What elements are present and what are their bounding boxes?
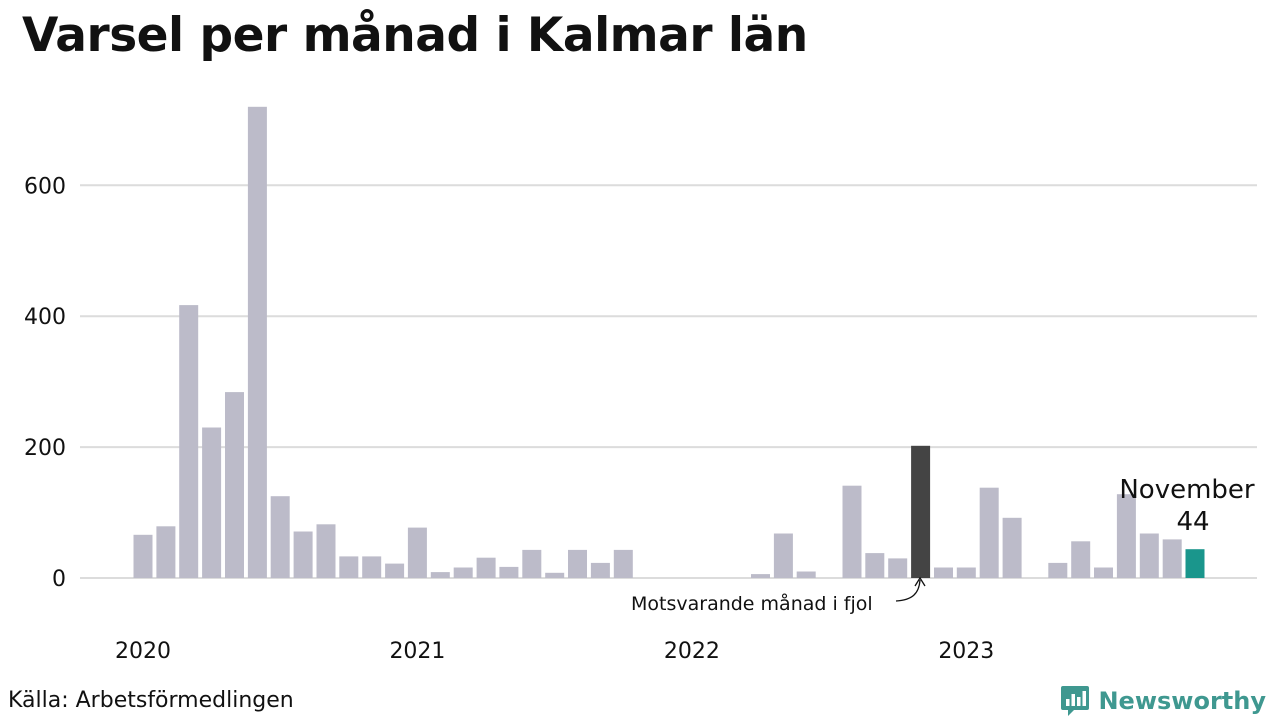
bar <box>865 553 885 578</box>
bar <box>842 485 862 578</box>
bars <box>133 106 1205 579</box>
annotation-arrow <box>895 579 921 602</box>
bar <box>316 524 336 578</box>
annotations: Motsvarande månad i fjol November 44 <box>631 475 1255 615</box>
bar <box>773 533 793 578</box>
bar <box>1071 541 1091 578</box>
x-tick-label: 2023 <box>938 639 994 664</box>
brand-name: Newsworthy <box>1098 687 1266 715</box>
bar-previous-year <box>911 445 931 578</box>
bar <box>225 392 244 578</box>
x-tick-label: 2021 <box>389 639 445 664</box>
y-tick-label: 200 <box>24 436 66 461</box>
bar <box>499 566 519 578</box>
bar <box>453 567 473 578</box>
bar <box>179 305 199 578</box>
source-note: Källa: Arbetsförmedlingen <box>8 688 294 713</box>
y-axis-ticks: 0 200 400 600 <box>24 174 66 592</box>
bar <box>270 496 290 578</box>
chart-title: Varsel per månad i Kalmar län <box>22 8 808 63</box>
bar-current-month <box>1185 549 1205 578</box>
bar <box>613 549 633 578</box>
x-axis-ticks: 2020 2021 2022 2023 <box>115 639 994 664</box>
y-tick-label: 600 <box>24 174 66 199</box>
bar <box>293 531 313 578</box>
bar <box>888 558 908 578</box>
y-tick-label: 0 <box>52 567 66 592</box>
bar <box>1162 539 1182 578</box>
bar <box>1116 494 1136 578</box>
x-tick-label: 2020 <box>115 639 171 664</box>
bar <box>385 563 405 578</box>
bar <box>590 562 610 578</box>
bar <box>568 549 587 578</box>
brand: Newsworthy <box>1060 684 1266 718</box>
bar <box>362 556 382 578</box>
bar <box>1002 517 1022 578</box>
bar <box>751 574 770 578</box>
current-value-label: 44 <box>1176 507 1209 537</box>
bar <box>156 526 176 578</box>
bar <box>133 534 153 578</box>
bar <box>202 427 222 578</box>
bar <box>1048 562 1068 578</box>
bar <box>247 106 267 579</box>
bar <box>796 571 816 578</box>
bar <box>956 567 976 578</box>
x-tick-label: 2022 <box>664 639 720 664</box>
bar <box>407 527 427 578</box>
bar <box>1094 567 1113 578</box>
annotation-arrowhead <box>914 576 926 587</box>
bar <box>339 556 359 578</box>
bar <box>545 572 565 578</box>
y-tick-label: 400 <box>24 305 66 330</box>
bar <box>934 567 953 578</box>
bar <box>979 487 999 578</box>
current-month-label: November <box>1119 475 1255 505</box>
bar <box>522 549 542 578</box>
newsworthy-logo-icon <box>1061 686 1090 716</box>
bar <box>1139 533 1159 578</box>
bar <box>476 557 496 578</box>
bar <box>430 572 450 578</box>
previous-year-annotation: Motsvarande månad i fjol <box>631 592 873 615</box>
